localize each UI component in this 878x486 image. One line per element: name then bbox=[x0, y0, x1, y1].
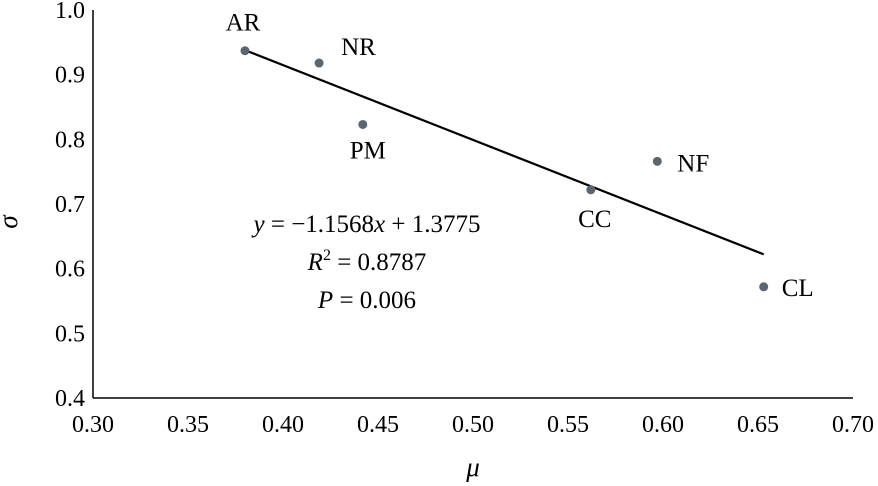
r-squared-annotation: R2 = 0.8787 bbox=[307, 247, 427, 276]
x-tick-label: 0.50 bbox=[452, 412, 494, 438]
x-tick-label: 0.60 bbox=[642, 412, 684, 438]
x-tick-label: 0.65 bbox=[737, 412, 779, 438]
p-value-annotation: P = 0.006 bbox=[317, 287, 416, 314]
x-tick-label: 0.70 bbox=[832, 412, 874, 438]
point-label: CL bbox=[782, 275, 814, 302]
y-axis-title: σ bbox=[0, 214, 23, 229]
y-tick-label: 0.8 bbox=[55, 127, 85, 153]
y-tick-label: 0.7 bbox=[55, 192, 85, 218]
data-point bbox=[652, 156, 662, 166]
data-point bbox=[586, 185, 596, 195]
data-point bbox=[314, 58, 324, 68]
trendline bbox=[244, 49, 765, 256]
point-label: AR bbox=[226, 10, 261, 37]
x-axis-title: μ bbox=[465, 452, 480, 482]
x-tick-label: 0.35 bbox=[167, 412, 209, 438]
point-label: CC bbox=[578, 206, 611, 233]
data-point bbox=[240, 46, 250, 56]
y-tick-label: 0.9 bbox=[55, 63, 85, 89]
y-tick-label: 0.5 bbox=[55, 321, 85, 347]
y-tick-label: 0.6 bbox=[55, 257, 85, 283]
point-label: NR bbox=[341, 34, 376, 61]
y-tick-label: 0.4 bbox=[55, 386, 85, 412]
x-tick-label: 0.40 bbox=[262, 412, 304, 438]
x-tick-label: 0.30 bbox=[72, 412, 114, 438]
x-tick-label: 0.45 bbox=[357, 412, 399, 438]
point-label: PM bbox=[350, 137, 386, 164]
data-point bbox=[759, 282, 769, 292]
regression-equation: y = −1.1568x + 1.3775 bbox=[250, 211, 480, 238]
data-points: AR NR PM CC NF CL bbox=[226, 10, 814, 302]
ticks: 0.30 0.35 0.40 0.45 0.50 0.55 0.60 0.65 0.70 0.4 0… bbox=[55, 0, 874, 438]
y-tick-label: 1.0 bbox=[55, 0, 85, 24]
x-tick-label: 0.55 bbox=[547, 412, 589, 438]
axes bbox=[92, 10, 853, 399]
trendline-group bbox=[244, 49, 765, 256]
point-label: NF bbox=[677, 150, 709, 177]
data-point bbox=[358, 119, 368, 129]
